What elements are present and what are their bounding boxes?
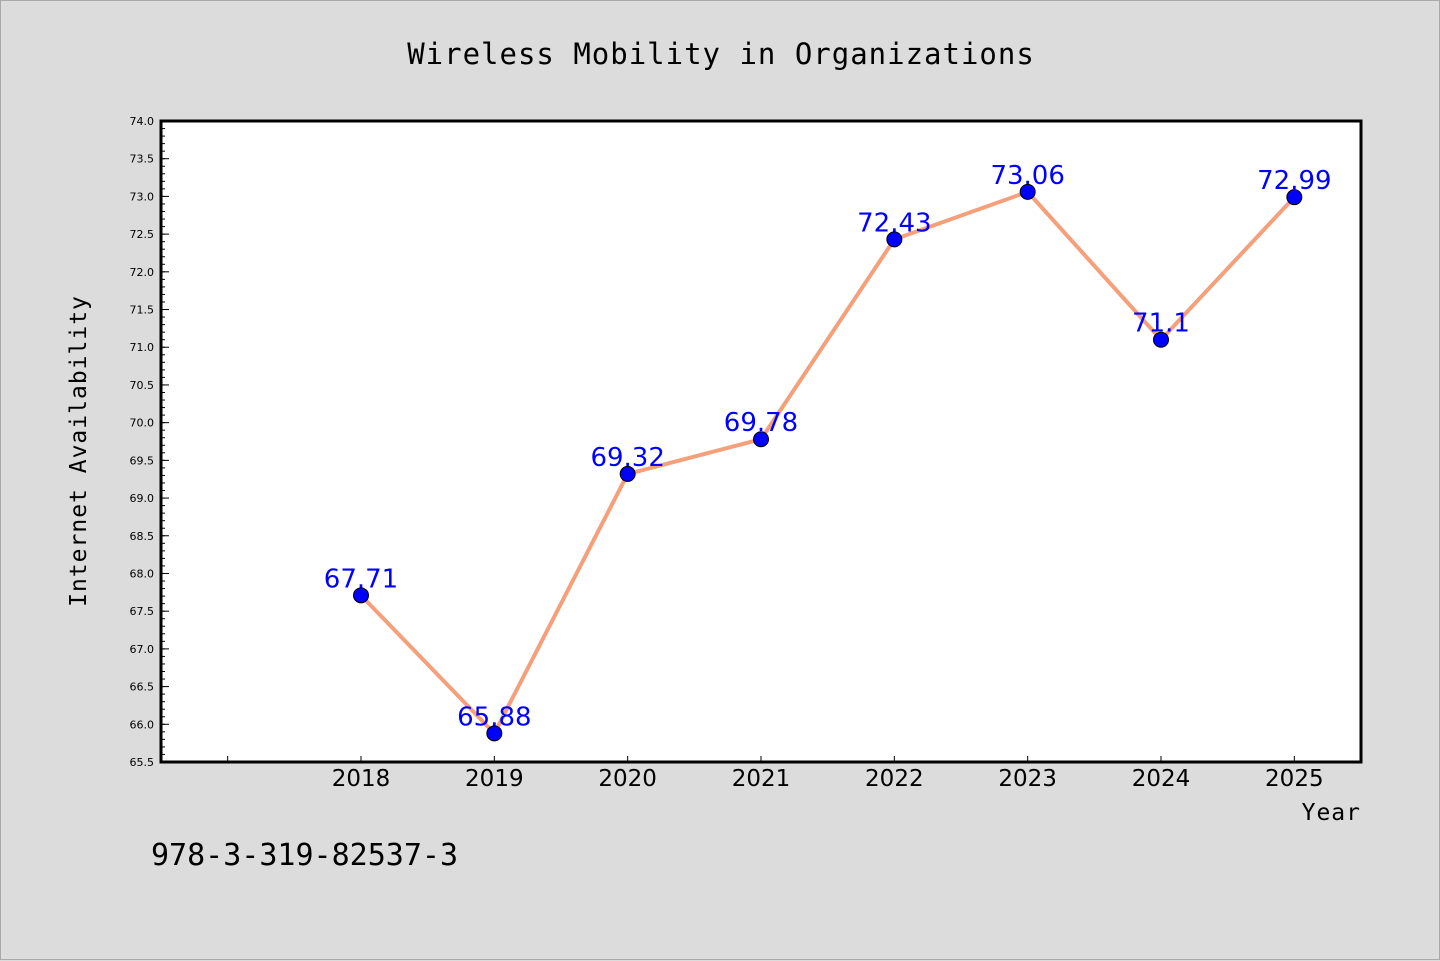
y-tick-label: 67.5 — [130, 605, 155, 618]
x-tick-label: 2023 — [998, 766, 1057, 792]
x-tick-label: 2025 — [1265, 766, 1324, 792]
y-tick-label: 73.5 — [130, 153, 155, 166]
x-tick-label: 2019 — [465, 766, 524, 792]
y-tick-label: 69.0 — [130, 492, 155, 505]
y-tick-label: 72.0 — [130, 266, 155, 279]
footer-code: 978-3-319-82537-3 — [151, 838, 458, 873]
y-tick-label: 66.5 — [130, 681, 155, 694]
y-tick-label: 70.5 — [130, 379, 155, 392]
data-label: 65.88 — [457, 702, 531, 732]
y-tick-label: 72.5 — [130, 228, 155, 241]
y-tick-label: 70.0 — [130, 417, 155, 430]
y-tick-label: 74.0 — [130, 115, 155, 128]
x-axis-label: Year — [1302, 800, 1361, 826]
y-tick-label: 66.0 — [130, 718, 155, 731]
series-layer: 67.71 65.88 69.32 69.78 72.43 73.06 71.1 72.99 — [324, 161, 1332, 742]
x-tick-label: 2020 — [598, 766, 657, 792]
data-label: 72.99 — [1257, 166, 1331, 196]
x-tick-label: 2024 — [1132, 766, 1191, 792]
y-axis: 65.5 66.0 66.5 67.0 67.5 68.0 68.5 69.0 69.5 70.0… — [130, 115, 169, 769]
data-label: 71.1 — [1132, 309, 1190, 339]
data-label: 73.06 — [990, 161, 1064, 191]
data-point — [1019, 183, 1036, 200]
x-tick-label: 2018 — [332, 766, 391, 792]
chart-title: Wireless Mobility in Organizations — [407, 37, 1035, 71]
x-axis: 2018 2019 2020 2021 2022 2023 2024 2025 — [227, 756, 1324, 792]
y-tick-label: 67.0 — [130, 643, 155, 656]
x-tick-label: 2021 — [732, 766, 791, 792]
data-label: 69.32 — [590, 443, 664, 473]
y-tick-label: 68.5 — [130, 530, 155, 543]
series-line — [359, 189, 1297, 736]
data-label: 69.78 — [724, 408, 798, 438]
y-tick-label: 71.0 — [130, 341, 155, 354]
y-tick-label: 71.5 — [130, 304, 155, 317]
y-tick-label: 65.5 — [130, 756, 155, 769]
data-label: 72.43 — [857, 208, 931, 238]
data-point — [886, 231, 903, 248]
data-point — [753, 431, 769, 448]
data-point — [619, 465, 636, 482]
data-point — [1153, 331, 1169, 348]
y-tick-label: 69.5 — [130, 454, 155, 467]
data-point — [353, 587, 369, 604]
x-tick-label: 2022 — [865, 766, 924, 792]
data-point — [486, 725, 503, 742]
data-point — [1286, 189, 1303, 206]
y-tick-label: 68.0 — [130, 567, 155, 580]
y-tick-label: 73.0 — [130, 190, 155, 203]
data-label: 67.71 — [324, 564, 398, 594]
y-axis-label: Internet Availability — [66, 295, 92, 607]
